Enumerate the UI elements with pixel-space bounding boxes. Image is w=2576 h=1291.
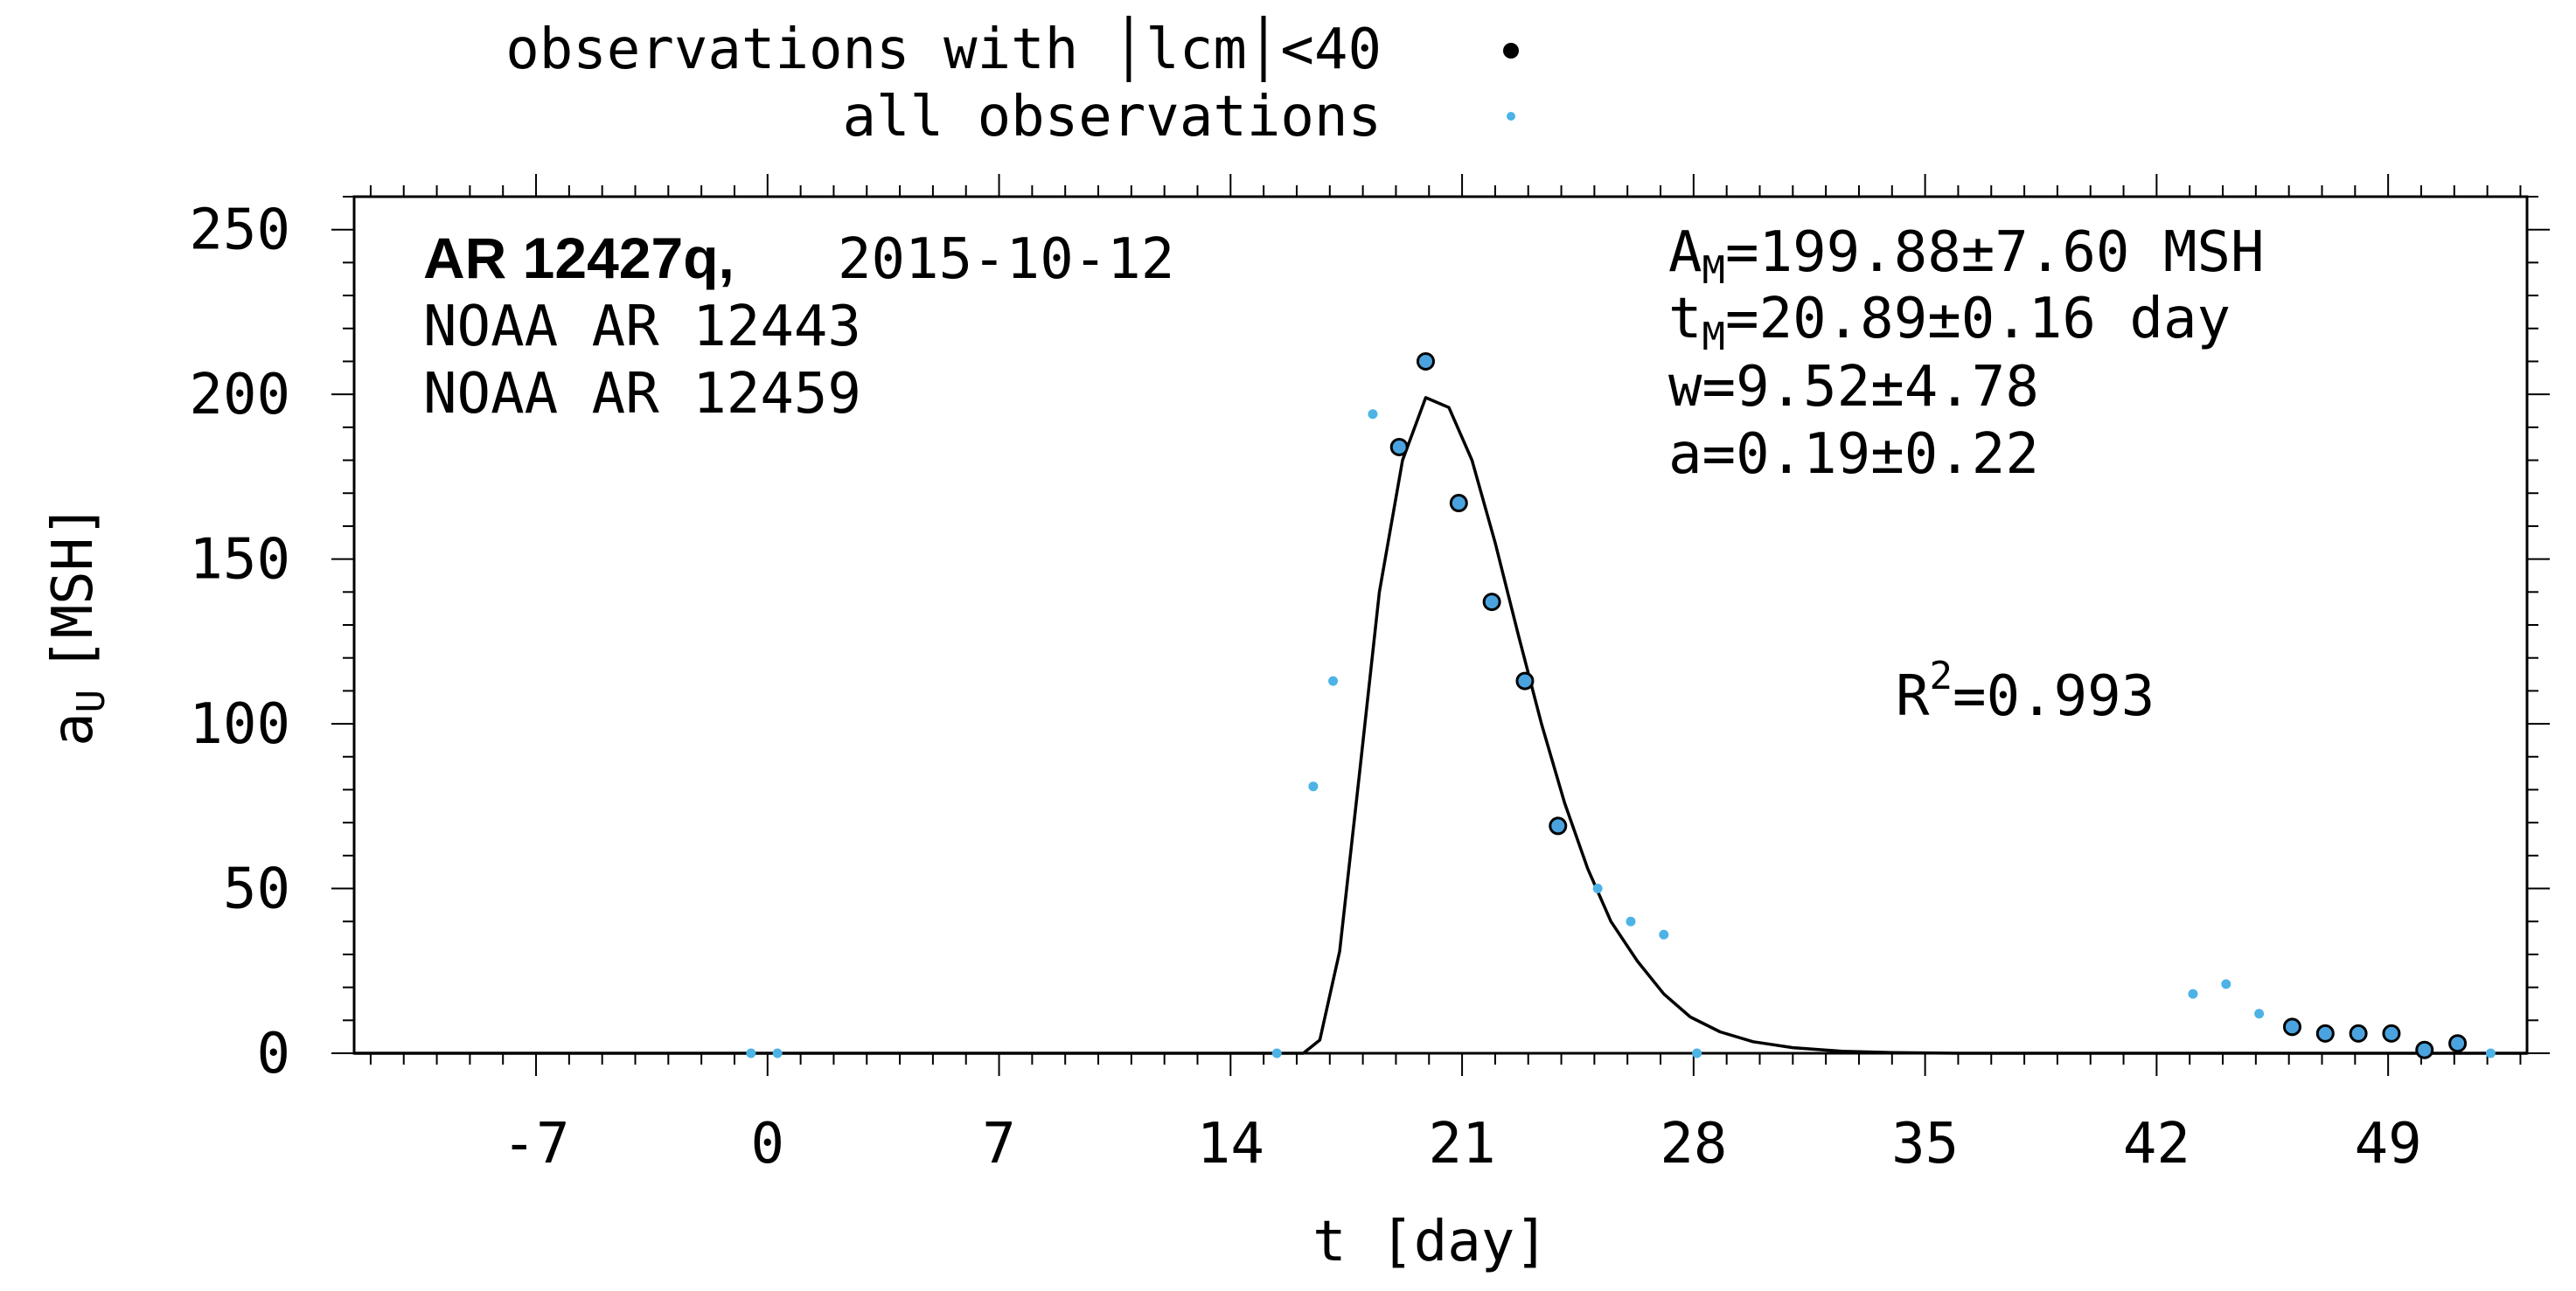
all-observation-point [2221,979,2231,989]
fit-param-am-value: =199.88±7.60 MSH [1725,220,2265,285]
lcm-observation-point [1515,671,1535,691]
y-tick-label: 200 [189,363,290,427]
x-tick-label: 42 [2123,1112,2190,1176]
r-squared-value: =0.993 [1953,664,2155,729]
lcm-observation-point [2315,1024,2335,1043]
lcm-observation-point [1416,351,1435,371]
noaa-ar-2: NOAA AR 12459 [423,362,861,427]
y-axis-label-sub: U [69,690,114,713]
fit-param-am-prefix: A [1668,220,1702,285]
y-axis-label-unit: [MSH] [41,503,106,672]
x-axis-label: t [day] [1312,1210,1549,1274]
lcm-observation-point [2282,1017,2301,1037]
y-axis-label-main: a [41,712,106,746]
x-tick-label: 49 [2355,1112,2422,1176]
y-tick-label: 50 [223,857,290,922]
fit-param-tm-sub: M [1702,315,1726,359]
all-observations-series [746,356,2496,1058]
legend-marker-blue-dot [1507,112,1515,121]
x-tick-label: 7 [982,1112,1016,1176]
all-observation-point [746,1048,756,1058]
lcm-observation-point [1482,593,1501,612]
all-observation-point [2254,1009,2265,1019]
noaa-ar-1: NOAA AR 12443 [423,295,861,359]
legend: observations with │lcm│<40 all observati… [505,15,1519,149]
lcm-observation-point [2382,1024,2401,1043]
all-observation-point [1592,884,1603,894]
y-tick-label: 150 [189,528,290,593]
fit-param-am-sub: M [1702,248,1726,293]
fit-param-tm-value: =20.89±0.16 day [1725,287,2231,351]
all-observation-point [1626,916,1636,927]
fit-param-tm: tM=20.89±0.16 day [1668,287,2231,359]
all-observation-point [2485,1048,2496,1058]
x-tick-labels: -7 0 7 14 21 28 35 42 49 [502,1112,2421,1176]
annotations: AR 12427q, 2015-10-12 NOAA AR 12443 NOAA… [423,220,2265,729]
y-tick-labels: 0 50 100 150 200 250 [189,198,290,1086]
y-tick-label: 250 [189,198,290,263]
lcm-observation-point [2415,1040,2434,1059]
x-tick-label: -7 [502,1112,569,1176]
region-date: 2015-10-12 [838,227,1174,292]
y-tick-label: 0 [256,1022,290,1086]
lcm-observation-point [2448,1034,2468,1053]
x-tick-label: 21 [1429,1112,1496,1176]
region-name: AR 12427q, [423,226,735,290]
all-observation-point [1308,781,1319,792]
fit-param-w: w=9.52±4.78 [1668,355,2039,420]
lcm-observation-point [1449,494,1468,513]
lcm-observation-point [1389,437,1409,456]
lcm-observation-point [2349,1024,2368,1043]
all-observation-point [1368,409,1378,420]
lcm-observation-point [1549,816,1568,836]
fit-param-tm-prefix: t [1668,287,1702,351]
fit-curve [354,396,2527,1055]
r-squared: R2=0.993 [1896,654,2155,729]
x-tick-label: 14 [1197,1112,1264,1176]
all-observation-point [1328,676,1339,686]
all-observation-point [1271,1048,1282,1058]
y-axis-label: aU [MSH] [41,503,114,746]
x-tick-label: 0 [751,1112,785,1176]
x-tick-label: 28 [1660,1112,1727,1176]
all-observation-point [1692,1048,1702,1058]
legend-marker-black-dot [1503,43,1519,59]
legend-label-lcm-observations: observations with │lcm│<40 [505,15,1382,82]
y-tick-label: 100 [189,692,290,757]
all-observation-point [2188,989,2198,999]
lcm-observations-series [1389,351,2468,1059]
all-observation-point [772,1048,783,1058]
axis-ticks [331,174,2550,1076]
fit-param-am: AM=199.88±7.60 MSH [1668,220,2265,293]
legend-label-all-observations: all observations [843,85,1382,149]
x-tick-label: 35 [1891,1112,1959,1176]
fit-param-a: a=0.19±0.22 [1668,422,2039,487]
r-squared-prefix: R [1896,664,1930,729]
r-squared-sup: 2 [1930,654,1953,698]
all-observation-point [1659,929,1669,940]
